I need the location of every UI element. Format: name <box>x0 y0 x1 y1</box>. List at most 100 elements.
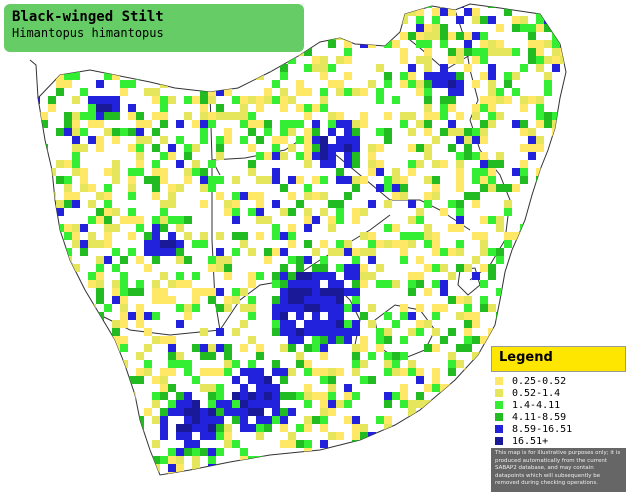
grid-cell <box>288 336 296 344</box>
grid-cell <box>304 344 312 352</box>
grid-cell <box>168 352 176 360</box>
grid-cell <box>400 48 408 56</box>
grid-cell <box>528 128 536 136</box>
grid-cell <box>168 240 176 248</box>
grid-cell <box>288 288 296 296</box>
grid-cell <box>256 392 264 400</box>
grid-cell <box>224 424 232 432</box>
grid-cell <box>440 4 448 8</box>
grid-cell <box>432 344 440 352</box>
grid-cell <box>232 208 240 216</box>
grid-cell <box>296 304 304 312</box>
grid-cell <box>8 56 16 64</box>
grid-cell <box>272 416 280 424</box>
grid-cell <box>56 328 64 336</box>
grid-cell <box>472 112 480 120</box>
grid-cell <box>80 144 88 152</box>
grid-cell <box>416 368 424 376</box>
grid-cell <box>464 40 472 48</box>
grid-cell <box>448 128 456 136</box>
grid-cell <box>352 16 360 24</box>
grid-cell <box>328 312 336 320</box>
grid-cell <box>488 160 496 168</box>
grid-cell <box>48 344 56 352</box>
grid-cell <box>544 168 552 176</box>
grid-cell <box>280 312 288 320</box>
grid-cell <box>488 72 496 80</box>
grid-cell <box>248 280 256 288</box>
grid-cell <box>440 248 448 256</box>
grid-cell <box>96 424 104 432</box>
grid-cell <box>352 352 360 360</box>
grid-cell <box>56 248 64 256</box>
grid-cell <box>416 424 424 432</box>
grid-cell <box>464 472 472 475</box>
grid-cell <box>456 72 464 80</box>
grid-cell <box>64 424 72 432</box>
grid-cell <box>424 104 432 112</box>
grid-cell <box>0 264 8 272</box>
grid-cell <box>0 424 8 432</box>
grid-cell <box>400 240 408 248</box>
grid-cell <box>576 128 584 136</box>
grid-cell <box>360 112 368 120</box>
grid-cell <box>504 336 512 344</box>
grid-cell <box>480 104 488 112</box>
grid-cell <box>416 464 424 472</box>
grid-cell <box>208 352 216 360</box>
grid-cell <box>456 176 464 184</box>
grid-cell <box>176 280 184 288</box>
grid-cell <box>488 168 496 176</box>
grid-cell <box>80 448 88 456</box>
grid-cell <box>264 88 272 96</box>
grid-cell <box>104 376 112 384</box>
grid-cell <box>432 160 440 168</box>
grid-cell <box>240 192 248 200</box>
grid-cell <box>480 232 488 240</box>
grid-cell <box>88 272 96 280</box>
grid-cell <box>472 408 480 416</box>
grid-cell <box>240 136 248 144</box>
grid-cell <box>568 104 576 112</box>
grid-cell <box>488 272 496 280</box>
grid-cell <box>608 88 616 96</box>
grid-cell <box>216 384 224 392</box>
grid-cell <box>448 200 456 208</box>
grid-cell <box>472 480 480 488</box>
grid-cell <box>576 0 584 8</box>
grid-cell <box>376 488 384 494</box>
grid-cell <box>552 168 560 176</box>
species-title-panel: Black-winged Stilt Himantopus himantopus <box>4 4 304 52</box>
grid-cell <box>88 440 96 448</box>
grid-cell <box>328 120 336 128</box>
grid-cell <box>112 72 120 80</box>
grid-cell <box>296 472 304 475</box>
grid-cell <box>432 424 440 432</box>
grid-cell <box>200 120 208 128</box>
grid-cell <box>568 112 576 120</box>
grid-cell <box>176 272 184 280</box>
grid-cell <box>448 296 456 304</box>
grid-cell <box>320 408 328 416</box>
grid-cell <box>280 96 288 104</box>
grid-cell <box>192 64 200 72</box>
grid-cell <box>368 40 376 48</box>
grid-cell <box>376 96 384 104</box>
grid-cell <box>280 408 288 416</box>
grid-cell <box>336 368 344 376</box>
grid-cell <box>536 24 544 32</box>
grid-cell <box>216 136 224 144</box>
grid-cell <box>144 120 152 128</box>
grid-cell <box>256 344 264 352</box>
grid-cell <box>0 488 8 494</box>
grid-cell <box>216 480 224 488</box>
grid-cell <box>328 24 336 32</box>
grid-cell <box>312 304 320 312</box>
grid-cell <box>456 264 464 272</box>
grid-cell <box>616 64 624 72</box>
grid-cell <box>304 272 312 280</box>
grid-cell <box>576 336 584 344</box>
grid-cell <box>416 480 424 488</box>
grid-cell <box>320 96 328 104</box>
grid-cell <box>144 408 152 416</box>
